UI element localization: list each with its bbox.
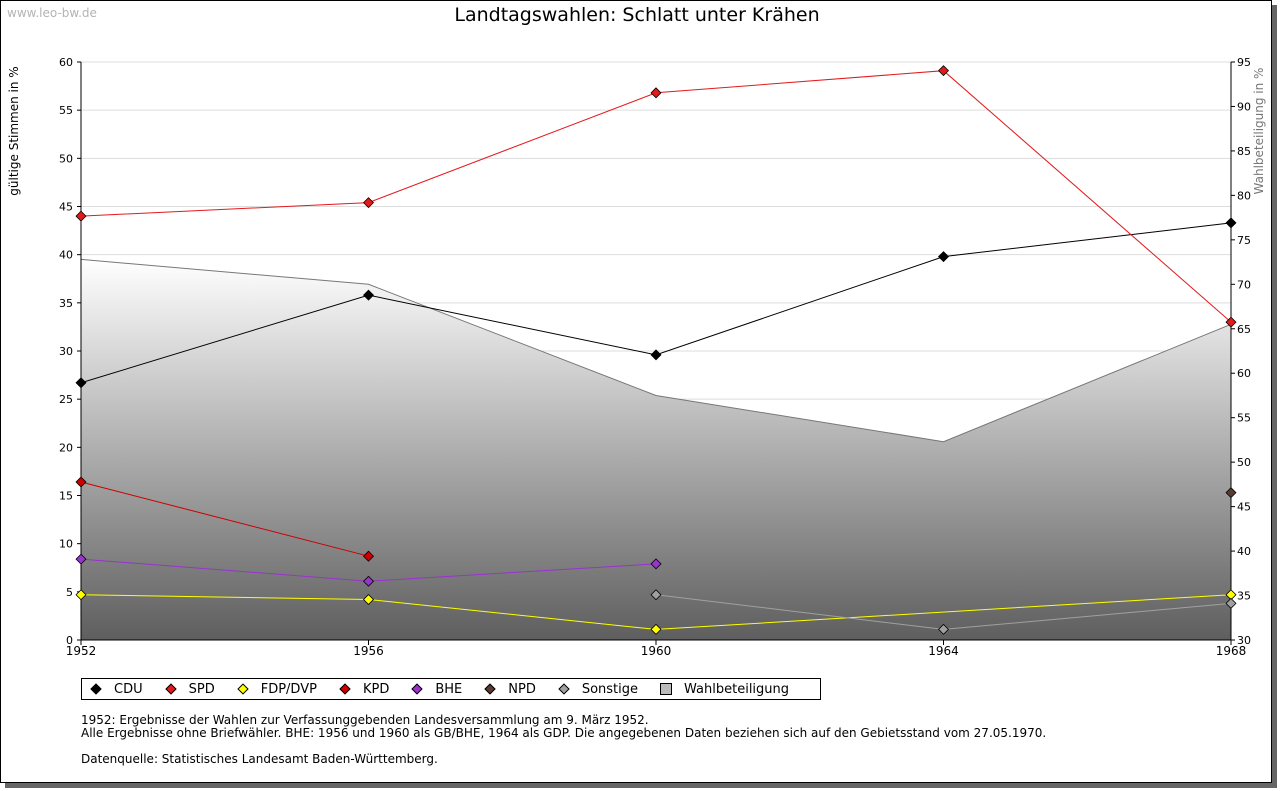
legend-fdp-dvp: FDP/DVP (237, 682, 317, 697)
x-tick-label: 1960 (641, 644, 672, 658)
marker-fdp-dvp (362, 594, 375, 606)
legend-marker (237, 683, 249, 695)
marker-fdp-dvp (1225, 589, 1237, 601)
notes: 1952: Ergebnisse der Wahlen zur Verfassu… (81, 714, 1046, 766)
turnout-line (80, 258, 1232, 443)
y-tick-label: 40 (59, 249, 73, 262)
legend-label: NPD (508, 681, 536, 697)
x-tick-label: 1956 (353, 644, 384, 658)
chart-title: Landtagswahlen: Schlatt unter Krähen (454, 4, 820, 26)
line-kpd (80, 481, 369, 557)
watermark: www.leo-bw.de (7, 6, 97, 20)
y2-tick-label: 50 (1237, 456, 1251, 469)
legend: CDU SPD FDP/DVP KPD BHE NPD Sonstige Wahlbeteil… (81, 678, 821, 700)
legend-label: Sonstige (581, 681, 639, 697)
marker-cdu (937, 251, 950, 263)
y2-tick-label: 55 (1237, 412, 1251, 425)
y2-tick-label: 90 (1237, 100, 1251, 113)
marker-fdp-dvp (650, 623, 662, 635)
y-tick-label: 20 (59, 441, 73, 454)
legend-marker (339, 683, 351, 695)
x-tick-label: 1964 (928, 644, 959, 658)
x-tick-label: 1952 (66, 644, 97, 658)
marker-spd (75, 210, 87, 222)
marker-fdp-dvp (75, 589, 87, 601)
legend-kpd: KPD (339, 682, 389, 697)
line-fdp-dvp (80, 594, 1232, 630)
y2-tick-label: 85 (1237, 145, 1251, 158)
y2-tick-label: 65 (1237, 323, 1251, 336)
y2-tick-label: 45 (1237, 501, 1251, 514)
y2-tick-label: 30 (1237, 634, 1251, 647)
legend-spd: SPD (164, 681, 215, 697)
marker-cdu (75, 377, 87, 389)
y-tick-label: 5 (66, 586, 73, 599)
legend-label: FDP/DVP (260, 681, 317, 697)
y2-tick-label: 75 (1237, 234, 1251, 247)
y-tick-label: 15 (59, 490, 73, 503)
y2-axis-title: Wahlbeteiligung in % (1252, 68, 1266, 195)
legend-npd: NPD (484, 682, 536, 697)
legend-label: KPD (362, 681, 390, 697)
marker-cdu (650, 349, 662, 361)
y-tick-label: 0 (66, 634, 73, 647)
marker-bhe (362, 575, 375, 587)
y2-tick-label: 35 (1237, 590, 1251, 603)
marker-npd (1225, 487, 1237, 499)
legend-label: CDU (114, 681, 143, 697)
marker-spd (362, 197, 375, 209)
y2-tick-label: 95 (1237, 56, 1251, 69)
marker-spd (937, 65, 950, 77)
marker-bhe (75, 553, 87, 565)
y-tick-label: 25 (59, 393, 73, 406)
y-tick-label: 10 (59, 538, 73, 551)
x-tick-label: 1968 (1216, 644, 1247, 658)
marker-sonstige (650, 589, 662, 601)
marker-sonstige (937, 623, 950, 635)
y2-tick-label: 70 (1237, 278, 1251, 291)
marker-kpd (362, 550, 375, 562)
marker-bhe (650, 558, 662, 570)
legend-sonstige: Sonstige (558, 682, 638, 697)
marker-spd (650, 87, 662, 99)
legend-marker (164, 683, 177, 695)
legend-box (660, 683, 673, 695)
legend-marker (558, 683, 570, 695)
legend-wahlbeteiligung: Wahlbeteiligung (660, 682, 789, 697)
y2-tick-label: 80 (1237, 189, 1251, 202)
y-tick-label: 30 (59, 345, 73, 358)
data-source: Datenquelle: Statistisches Landesamt Bad… (81, 752, 438, 766)
legend-bhe: BHE (411, 682, 462, 697)
marker-cdu (362, 289, 375, 301)
marker-cdu (1225, 217, 1237, 229)
marker-kpd (75, 476, 87, 488)
y-tick-label: 45 (59, 201, 73, 214)
legend-marker (90, 683, 102, 695)
note-general: Alle Ergebnisse ohne Briefwähler. BHE: 1… (81, 726, 1047, 740)
marker-sonstige (1225, 597, 1237, 609)
legend-marker (484, 683, 496, 695)
legend-label: Wahlbeteiligung (684, 681, 790, 697)
y-tick-label: 60 (59, 56, 73, 69)
legend-label: SPD (188, 681, 215, 697)
y-tick-label: 55 (59, 104, 73, 117)
y2-tick-label: 60 (1237, 367, 1251, 380)
y2-tick-label: 40 (1237, 545, 1251, 558)
note-1952: 1952: Ergebnisse der Wahlen zur Verfassu… (81, 713, 649, 727)
y-tick-label: 35 (59, 297, 73, 310)
marker-spd (1225, 316, 1237, 328)
turnout-area (81, 259, 1231, 640)
legend-cdu: CDU (90, 682, 143, 697)
y-tick-label: 50 (59, 152, 73, 165)
legend-marker (411, 683, 423, 695)
legend-label: BHE (435, 681, 463, 697)
y-axis-title: gültige Stimmen in % (7, 66, 21, 195)
